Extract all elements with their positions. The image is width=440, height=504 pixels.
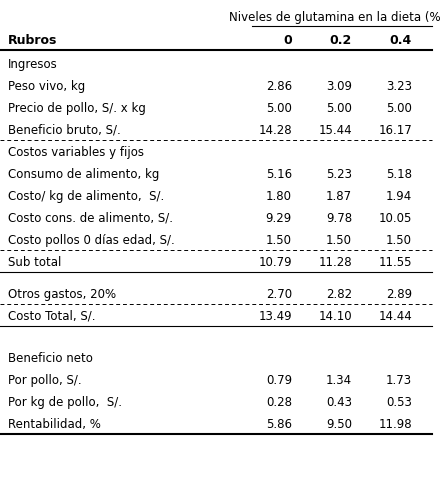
Text: 2.82: 2.82 (326, 288, 352, 300)
Text: Costo pollos 0 días edad, S/.: Costo pollos 0 días edad, S/. (8, 233, 175, 246)
Text: 3.09: 3.09 (326, 80, 352, 93)
Text: 2.89: 2.89 (386, 288, 412, 300)
Text: 1.50: 1.50 (326, 233, 352, 246)
Text: 0.28: 0.28 (266, 396, 292, 409)
Text: Costo cons. de alimento, S/.: Costo cons. de alimento, S/. (8, 212, 173, 225)
Text: 0.79: 0.79 (266, 373, 292, 387)
Text: 9.50: 9.50 (326, 418, 352, 430)
Text: 5.16: 5.16 (266, 168, 292, 180)
Text: 5.86: 5.86 (266, 418, 292, 430)
Text: 1.94: 1.94 (386, 190, 412, 203)
Text: 14.10: 14.10 (319, 309, 352, 323)
Text: 1.50: 1.50 (386, 233, 412, 246)
Text: Costo Total, S/.: Costo Total, S/. (8, 309, 95, 323)
Text: 11.55: 11.55 (378, 256, 412, 269)
Text: Otros gastos, 20%: Otros gastos, 20% (8, 288, 116, 300)
Text: 16.17: 16.17 (378, 123, 412, 137)
Text: 5.00: 5.00 (326, 102, 352, 114)
Text: Peso vivo, kg: Peso vivo, kg (8, 80, 85, 93)
Text: 10.05: 10.05 (379, 212, 412, 225)
Text: 9.29: 9.29 (266, 212, 292, 225)
Text: 2.86: 2.86 (266, 80, 292, 93)
Text: 13.49: 13.49 (258, 309, 292, 323)
Text: 0.4: 0.4 (390, 34, 412, 46)
Text: Beneficio neto: Beneficio neto (8, 352, 93, 364)
Text: 15.44: 15.44 (319, 123, 352, 137)
Text: 11.28: 11.28 (319, 256, 352, 269)
Text: Por pollo, S/.: Por pollo, S/. (8, 373, 82, 387)
Text: 14.28: 14.28 (258, 123, 292, 137)
Text: 0.43: 0.43 (326, 396, 352, 409)
Text: 1.80: 1.80 (266, 190, 292, 203)
Text: 9.78: 9.78 (326, 212, 352, 225)
Text: 11.98: 11.98 (378, 418, 412, 430)
Text: 5.00: 5.00 (266, 102, 292, 114)
Text: 5.23: 5.23 (326, 168, 352, 180)
Text: Costos variables y fijos: Costos variables y fijos (8, 146, 144, 159)
Text: 0.2: 0.2 (330, 34, 352, 46)
Text: Rentabilidad, %: Rentabilidad, % (8, 418, 101, 430)
Text: Rubros: Rubros (8, 34, 57, 46)
Text: Consumo de alimento, kg: Consumo de alimento, kg (8, 168, 159, 180)
Text: Beneficio bruto, S/.: Beneficio bruto, S/. (8, 123, 121, 137)
Text: 14.44: 14.44 (378, 309, 412, 323)
Text: 1.87: 1.87 (326, 190, 352, 203)
Text: 3.23: 3.23 (386, 80, 412, 93)
Text: 2.70: 2.70 (266, 288, 292, 300)
Text: Costo/ kg de alimento,  S/.: Costo/ kg de alimento, S/. (8, 190, 164, 203)
Text: Por kg de pollo,  S/.: Por kg de pollo, S/. (8, 396, 122, 409)
Text: Ingresos: Ingresos (8, 57, 58, 71)
Text: 10.79: 10.79 (258, 256, 292, 269)
Text: Niveles de glutamina en la dieta (%): Niveles de glutamina en la dieta (%) (229, 12, 440, 25)
Text: 0.53: 0.53 (386, 396, 412, 409)
Text: 1.34: 1.34 (326, 373, 352, 387)
Text: Sub total: Sub total (8, 256, 61, 269)
Text: 5.00: 5.00 (386, 102, 412, 114)
Text: 0: 0 (283, 34, 292, 46)
Text: 1.50: 1.50 (266, 233, 292, 246)
Text: 1.73: 1.73 (386, 373, 412, 387)
Text: 5.18: 5.18 (386, 168, 412, 180)
Text: Precio de pollo, S/. x kg: Precio de pollo, S/. x kg (8, 102, 146, 114)
